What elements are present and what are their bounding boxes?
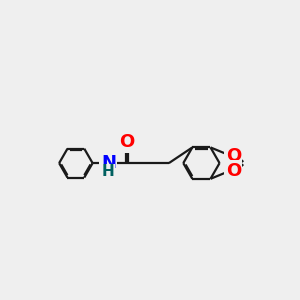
Text: O: O xyxy=(226,162,241,180)
Text: H: H xyxy=(102,164,115,179)
Text: O: O xyxy=(119,133,135,151)
Text: N: N xyxy=(101,154,116,172)
Text: O: O xyxy=(226,147,241,165)
